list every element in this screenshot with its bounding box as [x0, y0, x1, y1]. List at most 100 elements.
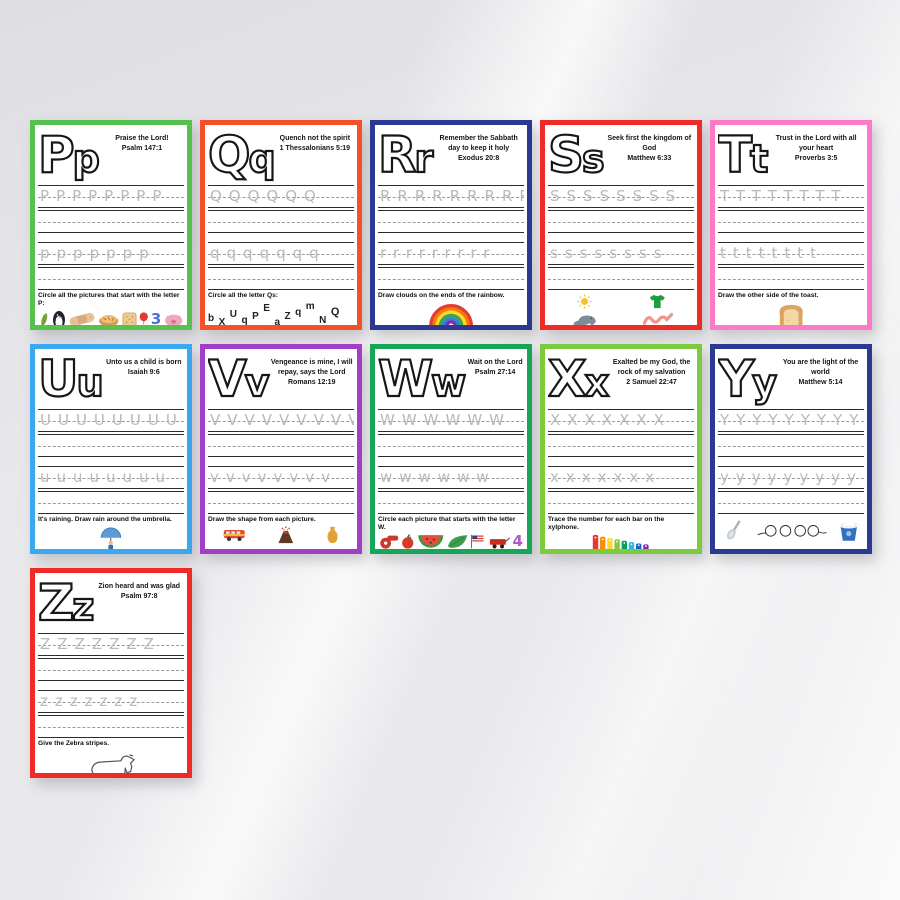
big-uppercase-letter: X — [548, 351, 588, 407]
umbrella-person-icon — [99, 526, 122, 549]
scatter-letter[interactable]: C — [208, 325, 215, 326]
lowercase-blank-row[interactable] — [38, 491, 184, 514]
lowercase-trace-row[interactable]: vvvvvvvv — [208, 466, 354, 489]
lowercase-blank-row[interactable] — [208, 491, 354, 514]
lowercase-blank-row[interactable] — [718, 267, 864, 290]
flag-icon — [470, 534, 485, 549]
scatter-letter[interactable]: a — [274, 316, 281, 328]
lowercase-trace-row[interactable]: uuuuuuuu — [38, 466, 184, 489]
uppercase-blank-row[interactable] — [208, 434, 354, 457]
activity-images[interactable] — [38, 748, 184, 773]
scatter-letter[interactable]: Z — [284, 310, 291, 322]
scatter-letter[interactable]: X — [218, 316, 226, 328]
lowercase-blank-row[interactable] — [548, 491, 694, 514]
uppercase-trace-row[interactable]: UUUUUUUUUU — [38, 409, 184, 432]
activity-images[interactable] — [718, 516, 864, 542]
trace-letter-display: Uu — [38, 351, 105, 407]
lowercase-trace-row[interactable]: rrrrrrrrr — [378, 242, 524, 265]
worksheet-card-Y[interactable]: Yy You are the light of the world Matthew … — [710, 344, 872, 554]
scatter-letter[interactable]: m — [305, 300, 315, 312]
scatter-letter[interactable]: U — [229, 308, 238, 320]
scatter-letter[interactable]: Q — [330, 305, 340, 318]
lowercase-blank-row[interactable] — [378, 491, 524, 514]
verse-text: Quench not the spirit — [279, 135, 351, 142]
uppercase-blank-row[interactable] — [378, 434, 524, 457]
uppercase-blank-row[interactable] — [38, 434, 184, 457]
lowercase-blank-row[interactable] — [38, 267, 184, 290]
scatter-letter[interactable]: b — [208, 312, 215, 324]
lowercase-blank-row[interactable] — [548, 267, 694, 290]
trace-letters: VVVVVVVVV — [210, 411, 354, 429]
uppercase-blank-row[interactable] — [548, 434, 694, 457]
big-uppercase-letter: R — [378, 127, 418, 183]
zebra-icon — [85, 750, 138, 773]
worksheet-card-Z[interactable]: Zz Zion heard and was glad Psalm 97:8 ZZZZZ… — [30, 568, 192, 778]
uppercase-blank-row[interactable] — [38, 210, 184, 233]
lowercase-blank-row[interactable] — [208, 267, 354, 290]
lowercase-trace-row[interactable]: ppppppp — [38, 242, 184, 265]
lowercase-blank-row[interactable] — [378, 267, 524, 290]
activity-images[interactable] — [378, 300, 524, 325]
scatter-letter[interactable]: P — [252, 310, 259, 322]
activity-images[interactable]: 3 — [38, 308, 184, 325]
activity-images[interactable] — [548, 532, 694, 549]
loops-icon — [755, 521, 829, 539]
scatter-letter[interactable]: N — [319, 314, 327, 326]
worksheet-card-U[interactable]: Uu Unto us a child is born Isaiah 9:6 UUUUU… — [30, 344, 192, 554]
activity-images[interactable] — [548, 292, 694, 325]
activity-instruction: Circle each picture that starts with the… — [378, 516, 516, 531]
uppercase-trace-row[interactable]: VVVVVVVVV — [208, 409, 354, 432]
big-lowercase-letter: w — [430, 360, 467, 406]
lowercase-blank-row[interactable] — [38, 715, 184, 738]
uppercase-trace-row[interactable]: YYYYYYYYY — [718, 409, 864, 432]
card-header: Ss Seek first the kingdom of God Matthew 6… — [548, 127, 694, 183]
activity-images[interactable]: 4 — [378, 532, 524, 549]
scatter-letter[interactable]: E — [263, 302, 270, 314]
worksheet-card-R[interactable]: Rr Remember the Sabbath day to keep it ho… — [370, 120, 532, 330]
uppercase-blank-row[interactable] — [208, 210, 354, 233]
worksheet-card-X[interactable]: Xx Exalted be my God, the rock of my salv… — [540, 344, 702, 554]
worksheet-card-V[interactable]: Vv Vengeance is mine, I will repay, says … — [200, 344, 362, 554]
uppercase-trace-row[interactable]: TTTTTTTT — [718, 185, 864, 208]
activity-images[interactable] — [718, 300, 864, 325]
uppercase-trace-row[interactable]: XXXXXXX — [548, 409, 694, 432]
activity-images[interactable] — [208, 524, 354, 544]
lowercase-trace-row[interactable]: zzzzzzz — [38, 690, 184, 713]
trace-letter-display: Zz — [38, 575, 96, 631]
volcano-icon — [276, 526, 296, 544]
uppercase-blank-row[interactable] — [718, 210, 864, 233]
uppercase-trace-row[interactable]: QQQQQQ — [208, 185, 354, 208]
uppercase-blank-row[interactable] — [38, 658, 184, 681]
lowercase-blank-row[interactable] — [718, 491, 864, 514]
uppercase-trace-row[interactable]: ZZZZZZZ — [38, 633, 184, 656]
trace-letters: yyyyyyyyy — [720, 468, 863, 486]
trace-letters: WWWWWW — [380, 411, 511, 429]
lowercase-trace-row[interactable]: ssssssss — [548, 242, 694, 265]
big-uppercase-letter: Y — [718, 351, 755, 407]
uppercase-trace-row[interactable]: SSSSSSSS — [548, 185, 694, 208]
worksheet-card-T[interactable]: Tt Trust in the Lord with all your heart P… — [710, 120, 872, 330]
worksheet-card-Q[interactable]: Qq Quench not the spirit 1 Thessalonians 5… — [200, 120, 362, 330]
card-header: Rr Remember the Sabbath day to keep it ho… — [378, 127, 524, 183]
activity-images[interactable] — [38, 524, 184, 549]
scatter-letter[interactable]: q — [241, 314, 248, 326]
uppercase-blank-row[interactable] — [378, 210, 524, 233]
worksheet-card-P[interactable]: Pp Praise the Lord! Psalm 147:1 PPPPPPPP ppp… — [30, 120, 192, 330]
letter-scatter-area[interactable]: bXUqPEaZqmNQCeQeyQfdQswQ — [208, 300, 354, 328]
worksheet-card-W[interactable]: Ww Wait on the Lord Psalm 27:14 WWWWWW wwwww… — [370, 344, 532, 554]
uppercase-trace-row[interactable]: WWWWWW — [378, 409, 524, 432]
lowercase-trace-row[interactable]: tttttttt — [718, 242, 864, 265]
lowercase-trace-row[interactable]: xxxxxxx — [548, 466, 694, 489]
trace-letters: ppppppp — [40, 244, 156, 262]
lowercase-trace-row[interactable]: wwwwww — [378, 466, 524, 489]
uppercase-trace-row[interactable]: PPPPPPPP — [38, 185, 184, 208]
worksheet-card-S[interactable]: Ss Seek first the kingdom of God Matthew 6… — [540, 120, 702, 330]
uppercase-trace-row[interactable]: RRRRRRRRR — [378, 185, 524, 208]
scatter-letter[interactable]: q — [295, 306, 302, 318]
uppercase-blank-row[interactable] — [548, 210, 694, 233]
verse-text: Unto us a child is born — [106, 359, 182, 366]
lowercase-trace-row[interactable]: qqqqqqq — [208, 242, 354, 265]
uppercase-blank-row[interactable] — [718, 434, 864, 457]
section-gap — [718, 457, 864, 464]
lowercase-trace-row[interactable]: yyyyyyyyy — [718, 466, 864, 489]
